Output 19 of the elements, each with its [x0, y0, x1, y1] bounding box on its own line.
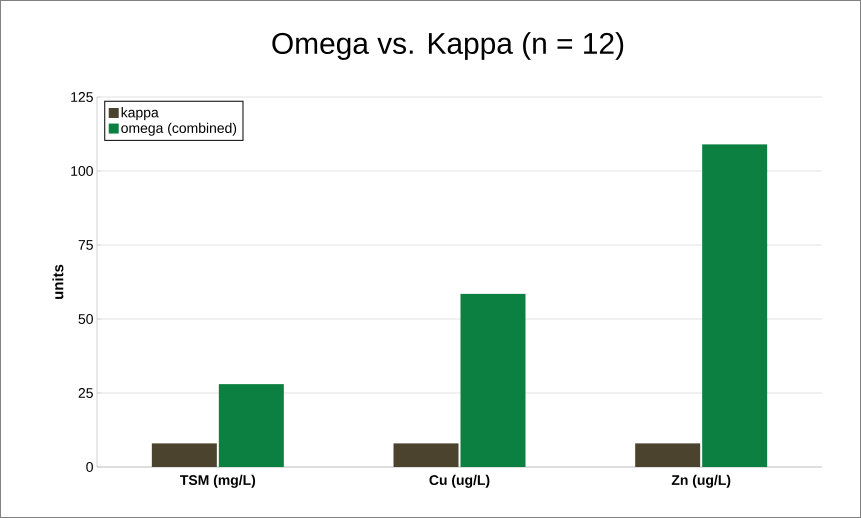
bar: [460, 294, 526, 468]
legend-label: kappa: [122, 107, 159, 120]
bar: [702, 144, 768, 468]
chart-title: Omega vs. Kappa (n = 12): [272, 32, 624, 60]
x-tick-label: Zn (ug/L): [672, 474, 730, 488]
y-axis-title: units: [52, 264, 64, 299]
legend-label: omega (combined): [121, 122, 236, 136]
bar: [218, 384, 284, 468]
y-tick-label: 0: [86, 462, 93, 472]
y-tick-label: 50: [78, 314, 93, 324]
x-tick-label: Cu (ug/L): [429, 474, 490, 488]
x-tick-label: TSM (mg/L): [180, 474, 256, 488]
y-tick-label: 125: [71, 92, 93, 102]
y-tick-label: 75: [78, 240, 93, 250]
bar: [152, 443, 217, 468]
y-tick-label: 100: [71, 166, 93, 176]
bar: [635, 443, 700, 468]
bar: [394, 443, 459, 468]
y-tick-label: 25: [78, 388, 93, 398]
